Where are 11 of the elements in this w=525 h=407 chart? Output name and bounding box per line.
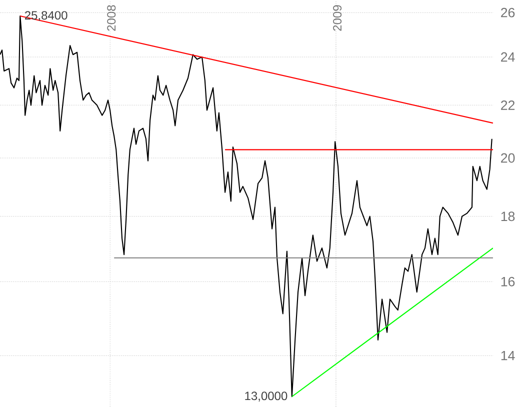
annotation: 25,8400 (24, 11, 68, 21)
y-tick-label: 22 (501, 100, 515, 110)
y-tick-label: 26 (501, 8, 515, 18)
y-tick-label: 14 (501, 350, 515, 360)
annotation: 13,0000 (245, 392, 288, 402)
x-tick-label: 2009 (333, 5, 342, 31)
y-tick-label: 18 (501, 212, 515, 222)
y-tick-label: 16 (501, 276, 515, 286)
y-tick-label: 24 (501, 52, 515, 62)
y-tick-label: 20 (501, 153, 515, 163)
x-tick-label: 2008 (107, 5, 116, 31)
